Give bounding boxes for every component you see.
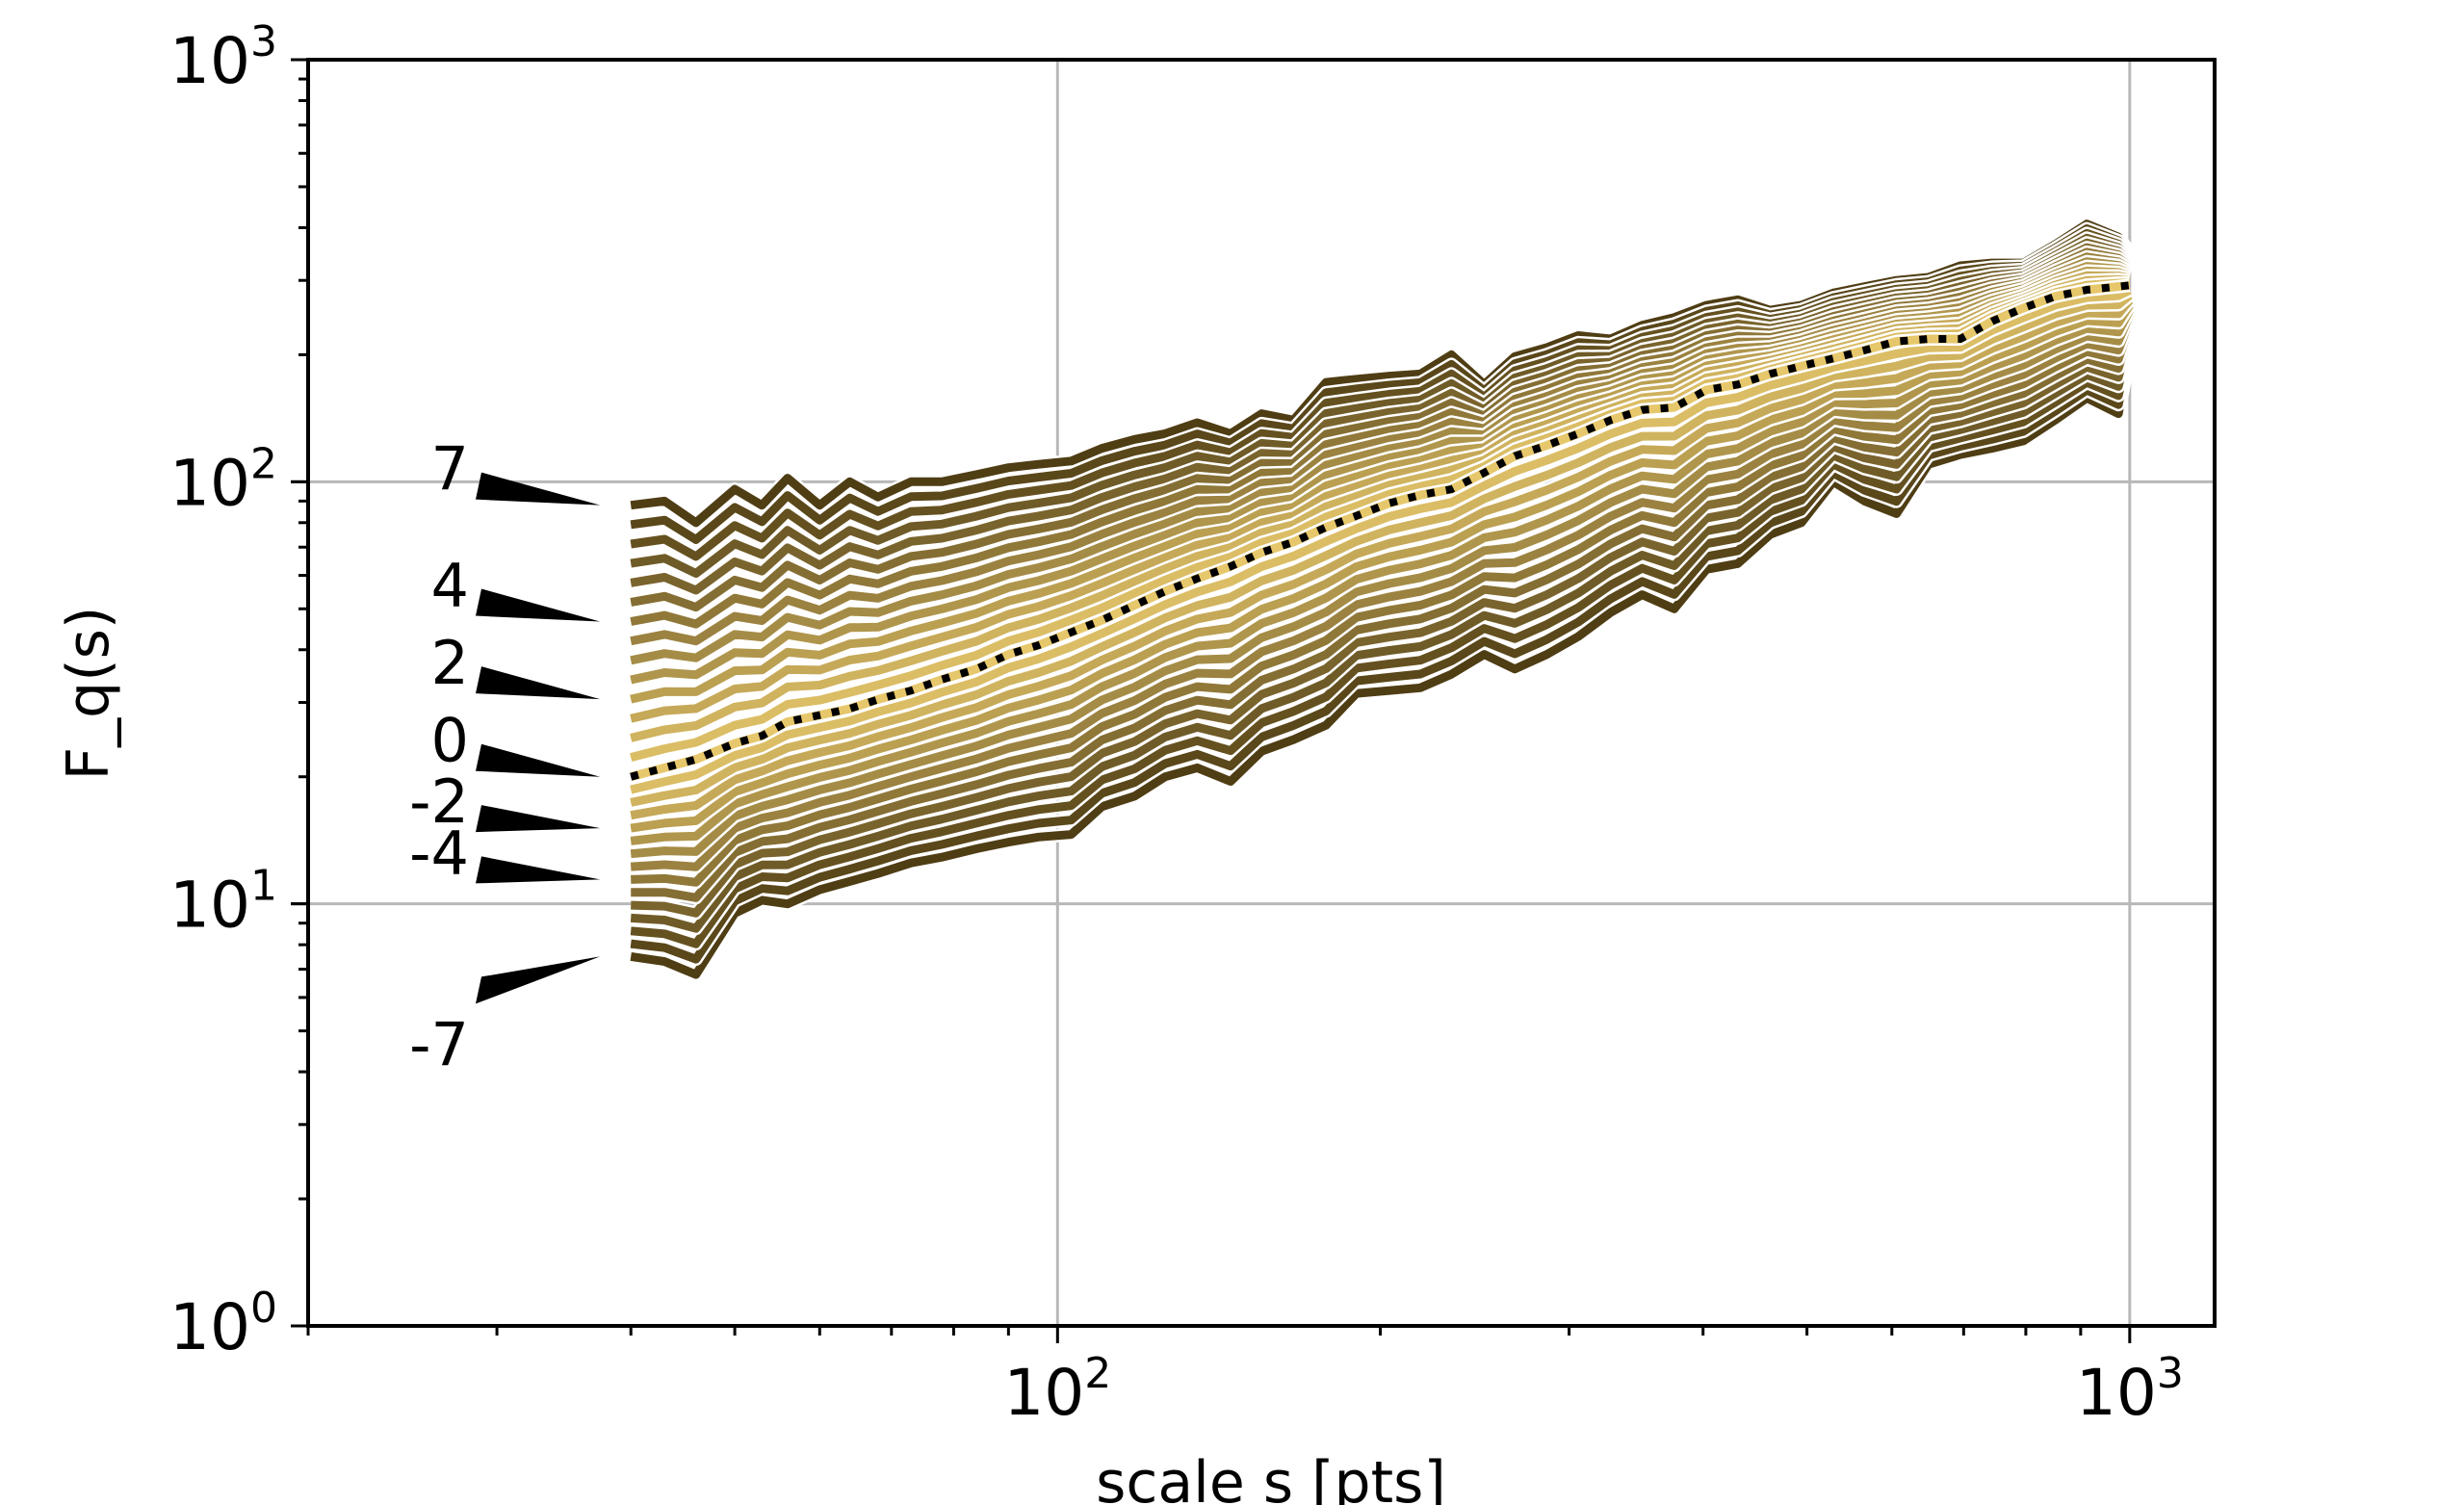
y-tick-label: 102 bbox=[169, 439, 277, 520]
q-label: 4 bbox=[431, 551, 469, 621]
y-tick-exp: 3 bbox=[250, 17, 277, 66]
x-tick-base: 10 bbox=[1003, 1356, 1084, 1430]
q-series-line bbox=[630, 313, 2134, 859]
q-marker-wedge bbox=[476, 472, 601, 506]
y-tick-label: 100 bbox=[169, 1284, 277, 1364]
q-series-line bbox=[631, 324, 2135, 887]
q-marker-wedge bbox=[476, 588, 601, 622]
tick-layer bbox=[291, 58, 2132, 1343]
x-tick-base: 10 bbox=[2076, 1356, 2157, 1430]
q-series-line bbox=[630, 280, 2131, 782]
q-marker-wedge bbox=[476, 856, 601, 884]
y-tick-base: 10 bbox=[169, 1290, 250, 1364]
y-tick-base: 10 bbox=[169, 869, 250, 943]
q-marker-wedge bbox=[476, 666, 601, 700]
q-series-line bbox=[630, 308, 2134, 845]
q-series-line bbox=[630, 318, 2135, 871]
x-tick-label: 103 bbox=[2076, 1349, 2184, 1430]
q-marker-wedge bbox=[476, 805, 601, 833]
q-marker-wedge bbox=[476, 956, 601, 1004]
q-label: 2 bbox=[431, 628, 469, 698]
q-series-line bbox=[630, 349, 2135, 964]
q-markers: 7 42 0-2-4 -7 bbox=[409, 434, 601, 1079]
y-tick-label: 101 bbox=[169, 862, 277, 943]
q-series-line bbox=[630, 297, 2134, 820]
q-series-line bbox=[630, 292, 2133, 807]
q-series-line bbox=[631, 328, 2135, 902]
y-tick-base: 10 bbox=[169, 446, 250, 520]
q-series-line bbox=[630, 338, 2135, 933]
series-layer bbox=[629, 217, 2137, 982]
q-series-line bbox=[630, 344, 2135, 948]
q-label: 0 bbox=[431, 706, 469, 776]
q-label: -7 bbox=[409, 1009, 469, 1079]
y-tick-exp: 2 bbox=[250, 439, 277, 488]
y-tick-exp: 1 bbox=[250, 862, 277, 911]
x-axis-label: scale s [pts] bbox=[1096, 1449, 1446, 1505]
y-tick-label: 103 bbox=[169, 17, 277, 98]
y-axis-label: F_q(s) bbox=[55, 607, 122, 781]
y-tick-base: 10 bbox=[169, 24, 250, 98]
plot-frame bbox=[306, 58, 2217, 1328]
q-series-line bbox=[630, 286, 2132, 794]
q-marker-wedge bbox=[476, 743, 601, 777]
x-tick-label: 102 bbox=[1003, 1349, 1111, 1430]
y-tick-exp: 0 bbox=[250, 1284, 277, 1333]
q-label: -2 bbox=[409, 766, 469, 837]
q-series-line bbox=[631, 333, 2135, 918]
q-series-line bbox=[630, 302, 2134, 833]
q-label: 7 bbox=[431, 434, 469, 505]
x-tick-exp: 2 bbox=[1084, 1349, 1111, 1398]
q-series-line bbox=[630, 353, 2135, 979]
x-tick-exp: 3 bbox=[2157, 1349, 2184, 1398]
q-label: -4 bbox=[409, 817, 469, 888]
